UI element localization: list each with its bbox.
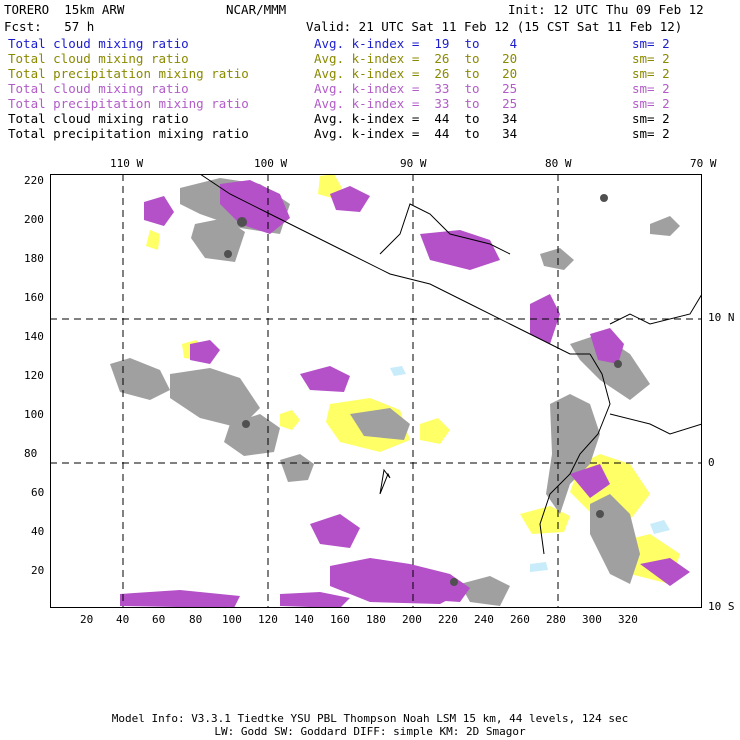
legend-row: Total precipitation mixing ratio Avg. k-… bbox=[8, 126, 728, 141]
lon-label: 90 W bbox=[400, 157, 427, 170]
model-title: TORERO 15km ARW bbox=[4, 2, 125, 17]
legend-kindex: Avg. k-index = 26 to 20 bbox=[314, 51, 518, 66]
legend-row: Total precipitation mixing ratio Avg. k-… bbox=[8, 66, 728, 81]
grid-x-label: 220 bbox=[438, 613, 458, 626]
grid-x-label: 40 bbox=[116, 613, 130, 626]
grid-y-label: 220 bbox=[24, 174, 44, 187]
model-info-line: Model Info: V3.3.1 Tiedtke YSU PBL Thomp… bbox=[111, 712, 629, 725]
grid-y-label: 100 bbox=[24, 408, 44, 421]
grid-y-label: 180 bbox=[24, 252, 44, 265]
grid-x-label: 180 bbox=[366, 613, 386, 626]
grid-y-label: 60 bbox=[31, 486, 45, 499]
grid-x-label: 60 bbox=[152, 613, 166, 626]
grid-x-label: 200 bbox=[402, 613, 422, 626]
lat-lon-gridlines bbox=[50, 174, 702, 608]
grid-x-label: 140 bbox=[294, 613, 314, 626]
grid-y-label: 160 bbox=[24, 291, 44, 304]
legend-row: Total cloud mixing ratio Avg. k-index = … bbox=[8, 111, 728, 126]
forecast-hour: Fcst: 57 h bbox=[4, 19, 95, 34]
valid-time: Valid: 21 UTC Sat 11 Feb 12 (15 CST Sat … bbox=[306, 19, 683, 34]
legend-kindex: Avg. k-index = 33 to 25 bbox=[314, 96, 518, 111]
grid-y-label: 120 bbox=[24, 369, 44, 382]
grid-x-label: 120 bbox=[258, 613, 278, 626]
grid-y-label: 200 bbox=[24, 213, 44, 226]
legend-smoothing: sm= 2 bbox=[632, 36, 670, 51]
legend-kindex: Avg. k-index = 33 to 25 bbox=[314, 81, 518, 96]
legend-field: Total cloud mixing ratio bbox=[8, 51, 189, 66]
legend-field: Total cloud mixing ratio bbox=[8, 36, 189, 51]
grid-y-label: 40 bbox=[31, 525, 45, 538]
legend-smoothing: sm= 2 bbox=[632, 81, 670, 96]
grid-x-label: 320 bbox=[618, 613, 638, 626]
cyan-cloud-fields bbox=[390, 366, 670, 572]
grid-x-label: 20 bbox=[80, 613, 94, 626]
lon-label: 100 W bbox=[254, 157, 288, 170]
lon-label: 110 W bbox=[110, 157, 144, 170]
organization-label: NCAR/MMM bbox=[226, 2, 287, 17]
grid-x-label: 80 bbox=[189, 613, 203, 626]
legend-kindex: Avg. k-index = 26 to 20 bbox=[314, 66, 518, 81]
legend-smoothing: sm= 2 bbox=[632, 126, 670, 141]
legend-smoothing: sm= 2 bbox=[632, 66, 670, 81]
legend-row: Total cloud mixing ratio Avg. k-index = … bbox=[8, 36, 728, 51]
lat-label: 10 S bbox=[708, 600, 735, 613]
lat-label: 0 bbox=[708, 456, 715, 469]
legend-row: Total cloud mixing ratio Avg. k-index = … bbox=[8, 81, 728, 96]
physics-info-line: LW: Godd SW: Goddard DIFF: simple KM: 2D… bbox=[214, 725, 526, 738]
lon-label: 70 W bbox=[690, 157, 717, 170]
map-frame bbox=[50, 174, 702, 608]
grid-x-label: 300 bbox=[582, 613, 602, 626]
legend-smoothing: sm= 2 bbox=[632, 96, 670, 111]
legend-field: Total cloud mixing ratio bbox=[8, 111, 189, 126]
init-time: Init: 12 UTC Thu 09 Feb 12 bbox=[508, 2, 704, 17]
dark-cloud-cores bbox=[224, 194, 622, 586]
legend-field: Total cloud mixing ratio bbox=[8, 81, 189, 96]
grid-x-label: 260 bbox=[510, 613, 530, 626]
legend-smoothing: sm= 2 bbox=[632, 111, 670, 126]
legend-row: Total cloud mixing ratio Avg. k-index = … bbox=[8, 51, 728, 66]
legend-field: Total precipitation mixing ratio bbox=[8, 96, 249, 111]
grid-x-label: 240 bbox=[474, 613, 494, 626]
grid-x-label: 100 bbox=[222, 613, 242, 626]
grid-y-label: 140 bbox=[24, 330, 44, 343]
coastlines bbox=[199, 174, 702, 555]
grid-y-label: 20 bbox=[31, 564, 45, 577]
legend-field: Total precipitation mixing ratio bbox=[8, 126, 249, 141]
grid-x-label: 160 bbox=[330, 613, 350, 626]
legend-smoothing: sm= 2 bbox=[632, 51, 670, 66]
legend-field: Total precipitation mixing ratio bbox=[8, 66, 249, 81]
grid-y-label: 80 bbox=[24, 447, 38, 460]
legend-kindex: Avg. k-index = 19 to 4 bbox=[314, 36, 518, 51]
legend-kindex: Avg. k-index = 44 to 34 bbox=[314, 111, 518, 126]
grid-x-label: 280 bbox=[546, 613, 566, 626]
forecast-map bbox=[50, 174, 702, 608]
legend-kindex: Avg. k-index = 44 to 34 bbox=[314, 126, 518, 141]
lat-label: 10 N bbox=[708, 311, 735, 324]
legend-row: Total precipitation mixing ratio Avg. k-… bbox=[8, 96, 728, 111]
lon-label: 80 W bbox=[545, 157, 572, 170]
